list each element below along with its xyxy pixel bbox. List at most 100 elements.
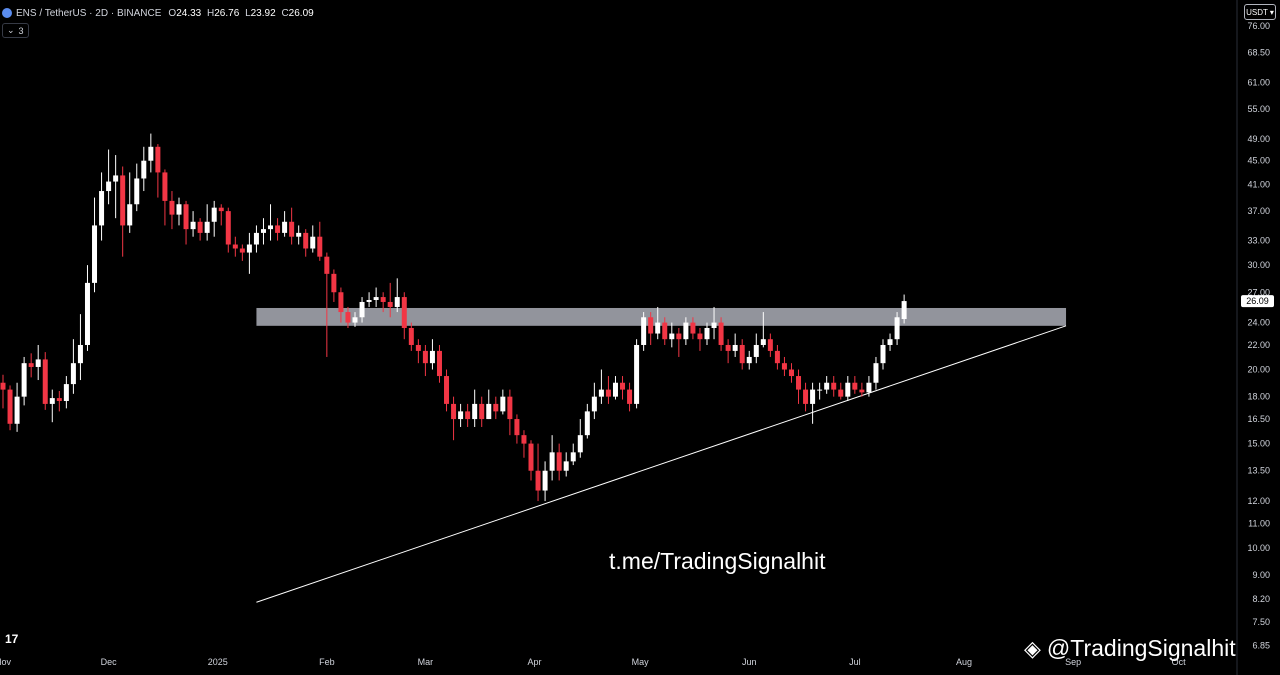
candle bbox=[697, 328, 703, 351]
candle bbox=[880, 339, 886, 370]
candle bbox=[605, 376, 611, 404]
price-tick-label: 16.50 bbox=[1247, 414, 1270, 424]
time-tick-label: Oct bbox=[1172, 657, 1187, 667]
candle-body bbox=[253, 232, 259, 245]
candle bbox=[824, 376, 830, 394]
candle bbox=[549, 435, 555, 481]
candle bbox=[739, 339, 745, 370]
candle-body bbox=[77, 344, 83, 364]
high-value: 26.76 bbox=[214, 7, 240, 19]
candle-body bbox=[788, 369, 794, 377]
candle bbox=[211, 200, 217, 237]
candle bbox=[35, 344, 41, 381]
candle-body bbox=[232, 244, 238, 249]
candle bbox=[845, 376, 851, 401]
symbol-title[interactable]: ENS / TetherUS · 2D · BINANCE bbox=[16, 7, 162, 19]
currency-selector[interactable]: USDT ▾ bbox=[1244, 4, 1276, 20]
candle bbox=[781, 356, 787, 377]
candle bbox=[465, 403, 471, 427]
candle bbox=[753, 333, 759, 364]
resistance-zone bbox=[256, 307, 1067, 326]
time-tick-label: Apr bbox=[528, 657, 542, 667]
candle-body bbox=[28, 363, 34, 367]
candle bbox=[127, 172, 133, 233]
candle bbox=[232, 236, 238, 257]
candle-body bbox=[591, 396, 597, 412]
price-tick-label: 45.00 bbox=[1247, 156, 1270, 166]
chevron-down-icon: ⌄ bbox=[7, 25, 15, 35]
close-label: C bbox=[281, 7, 289, 19]
candle bbox=[260, 218, 266, 245]
candle-body bbox=[767, 339, 773, 351]
candle bbox=[28, 353, 34, 378]
candle bbox=[394, 278, 400, 313]
time-tick-label: Feb bbox=[319, 657, 335, 667]
time-axis[interactable]: Nov Dec 2025 Feb Mar Apr May Jun Jul Aug Sep Oct bbox=[0, 657, 1186, 667]
candle-body bbox=[570, 452, 576, 462]
candle-body bbox=[345, 312, 351, 323]
candle bbox=[162, 169, 168, 226]
price-axis[interactable]: 76.00 68.50 61.00 55.00 49.00 45.00 41.00 37.00… bbox=[1236, 0, 1270, 675]
candle-body bbox=[817, 389, 823, 391]
candle bbox=[852, 376, 858, 394]
candle-body bbox=[803, 389, 809, 404]
tradingview-logo[interactable]: 17 bbox=[5, 632, 19, 646]
price-tick-label: 6.85 bbox=[1252, 640, 1270, 650]
candle bbox=[14, 382, 20, 432]
candle bbox=[598, 369, 604, 404]
candle-body bbox=[838, 389, 844, 397]
candle-body bbox=[303, 232, 309, 249]
candle-body bbox=[627, 389, 633, 404]
candle-body bbox=[528, 443, 534, 471]
candle-body bbox=[444, 376, 450, 404]
candle-body bbox=[84, 282, 90, 345]
candle-body bbox=[99, 191, 105, 226]
candle bbox=[246, 232, 252, 274]
candle bbox=[225, 207, 231, 253]
candle bbox=[472, 389, 478, 427]
candle-body bbox=[0, 382, 6, 390]
candle-body bbox=[331, 273, 337, 293]
candle bbox=[120, 166, 126, 257]
candle-body bbox=[422, 350, 428, 364]
candle-body bbox=[781, 363, 787, 370]
candle-body bbox=[380, 297, 386, 302]
currency-label: USDT bbox=[1246, 7, 1268, 17]
candle-body bbox=[704, 328, 710, 340]
last-price-box bbox=[1241, 295, 1274, 308]
indicators-toggle[interactable]: ⌄ 3 bbox=[2, 23, 29, 38]
candle-body bbox=[134, 178, 140, 205]
candle bbox=[732, 333, 738, 357]
ens-logo-icon bbox=[2, 8, 12, 18]
candle bbox=[788, 363, 794, 383]
candle-body bbox=[282, 221, 288, 233]
candle-body bbox=[451, 403, 457, 420]
candle bbox=[838, 382, 844, 400]
candle bbox=[648, 312, 654, 345]
candle-body bbox=[70, 363, 76, 385]
candle bbox=[204, 204, 210, 241]
candle bbox=[141, 146, 147, 192]
candle-body bbox=[7, 389, 13, 424]
candle-body bbox=[289, 221, 295, 237]
candle-body bbox=[56, 398, 62, 401]
candle bbox=[366, 292, 372, 307]
candle bbox=[817, 382, 823, 400]
candle-body bbox=[275, 225, 281, 233]
candle-body bbox=[218, 207, 224, 212]
candle-body bbox=[634, 344, 640, 404]
candle bbox=[373, 287, 379, 307]
candle bbox=[887, 333, 893, 351]
candle-body bbox=[507, 396, 513, 420]
price-tick-label: 12.00 bbox=[1247, 496, 1270, 506]
candle bbox=[542, 461, 548, 502]
price-tick-label: 41.00 bbox=[1247, 180, 1270, 190]
candle bbox=[310, 225, 316, 253]
candle bbox=[197, 218, 203, 241]
binance-diamond-icon: ◈ bbox=[1024, 635, 1041, 661]
candle-body bbox=[63, 384, 69, 401]
candle-body bbox=[394, 297, 400, 307]
candle-body bbox=[486, 403, 492, 420]
